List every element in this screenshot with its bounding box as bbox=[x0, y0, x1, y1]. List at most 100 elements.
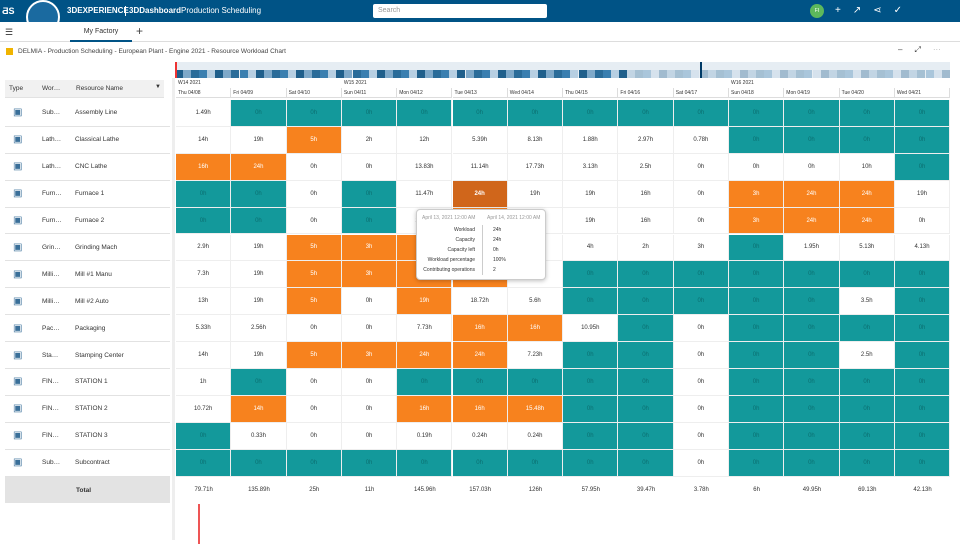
workload-cell[interactable]: 19h bbox=[231, 126, 287, 154]
workload-cell[interactable]: 1.88h bbox=[563, 126, 619, 154]
workload-cell[interactable]: 0h bbox=[729, 395, 785, 423]
workload-cell[interactable]: 0h bbox=[341, 449, 398, 477]
workload-cell[interactable]: 0h bbox=[618, 449, 674, 477]
workload-cell[interactable]: 0h bbox=[452, 449, 508, 477]
workload-cell[interactable]: 4h bbox=[563, 234, 619, 262]
workload-cell[interactable]: 0h bbox=[231, 369, 287, 396]
workload-cell[interactable]: 0h bbox=[231, 207, 287, 235]
workload-cell[interactable]: 0h bbox=[673, 207, 729, 235]
workload-cell[interactable]: 19h bbox=[397, 288, 453, 316]
workload-cell[interactable]: 0h bbox=[673, 395, 729, 423]
workload-cell[interactable]: 24h bbox=[452, 342, 508, 369]
workload-cell[interactable]: 24h bbox=[231, 153, 287, 181]
workload-cell[interactable]: 0h bbox=[286, 180, 342, 208]
workload-cell[interactable]: 19h bbox=[894, 180, 951, 208]
workload-cell[interactable]: 1.49h bbox=[176, 100, 232, 127]
workload-cell[interactable]: 0h bbox=[894, 100, 951, 127]
workload-cell[interactable]: 0h bbox=[673, 369, 729, 396]
workload-cell[interactable]: 24h bbox=[452, 180, 508, 208]
workload-cell[interactable]: 0h bbox=[341, 153, 398, 181]
workload-cell[interactable]: 0h bbox=[784, 449, 840, 477]
workload-cell[interactable]: 0h bbox=[729, 422, 785, 450]
column-header[interactable]: Resource Name bbox=[72, 80, 164, 98]
workload-cell[interactable]: 0h bbox=[286, 449, 342, 477]
workload-cell[interactable]: 8.13h bbox=[507, 126, 564, 154]
workload-cell[interactable]: 0h bbox=[894, 207, 951, 235]
workload-cell[interactable]: 0h bbox=[729, 234, 785, 262]
workload-cell[interactable]: 0h bbox=[176, 449, 232, 477]
workload-cell[interactable]: 0h bbox=[618, 315, 674, 343]
workload-cell[interactable]: 2.97h bbox=[618, 126, 674, 154]
workload-cell[interactable]: 0h bbox=[341, 180, 398, 208]
workload-cell[interactable]: 2.5h bbox=[839, 342, 895, 369]
workload-cell[interactable]: 10h bbox=[839, 153, 895, 181]
workload-cell[interactable]: 0h bbox=[784, 153, 840, 181]
workload-cell[interactable]: 0h bbox=[231, 449, 287, 477]
workload-cell[interactable]: 3h bbox=[341, 234, 398, 262]
workload-cell[interactable]: 10.72h bbox=[176, 395, 232, 423]
workload-cell[interactable]: 0h bbox=[231, 180, 287, 208]
workload-cell[interactable]: 0h bbox=[563, 342, 619, 369]
workload-cell[interactable]: 5h bbox=[286, 342, 342, 369]
workload-cell[interactable]: 0h bbox=[176, 180, 232, 208]
workload-cell[interactable]: 0h bbox=[894, 315, 951, 343]
workload-cell[interactable]: 2.5h bbox=[618, 153, 674, 181]
timeline-overview[interactable] bbox=[175, 62, 950, 78]
workload-cell[interactable]: 0h bbox=[894, 422, 951, 450]
workload-cell[interactable]: 0h bbox=[673, 261, 729, 289]
workload-cell[interactable]: 0h bbox=[286, 369, 342, 396]
workload-cell[interactable]: 2h bbox=[618, 234, 674, 262]
workload-cell[interactable]: 0h bbox=[452, 369, 508, 396]
workload-cell[interactable]: 0h bbox=[618, 369, 674, 396]
search-box[interactable]: Search bbox=[373, 4, 547, 18]
workload-cell[interactable]: 0h bbox=[729, 315, 785, 343]
workload-cell[interactable]: 5h bbox=[286, 126, 342, 154]
column-header[interactable]: Wor… bbox=[38, 80, 72, 98]
workload-cell[interactable]: 24h bbox=[784, 207, 840, 235]
workload-cell[interactable]: 19h bbox=[231, 342, 287, 369]
workload-cell[interactable]: 5.6h bbox=[507, 288, 564, 316]
workload-cell[interactable]: 7.23h bbox=[507, 342, 564, 369]
workload-cell[interactable]: 16h bbox=[397, 395, 453, 423]
workload-cell[interactable]: 0h bbox=[341, 100, 398, 127]
workload-cell[interactable]: 2.56h bbox=[231, 315, 287, 343]
workload-cell[interactable]: 0h bbox=[176, 207, 232, 235]
workload-cell[interactable]: 0h bbox=[507, 369, 564, 396]
workload-cell[interactable]: 5.39h bbox=[452, 126, 508, 154]
workload-cell[interactable]: 0h bbox=[839, 395, 895, 423]
workload-cell[interactable]: 0h bbox=[286, 395, 342, 423]
workload-cell[interactable]: 0h bbox=[341, 207, 398, 235]
workload-cell[interactable]: 0h bbox=[784, 342, 840, 369]
workload-cell[interactable]: 0h bbox=[729, 342, 785, 369]
workload-cell[interactable]: 24h bbox=[397, 342, 453, 369]
workload-cell[interactable]: 0h bbox=[784, 315, 840, 343]
workload-cell[interactable]: 5.33h bbox=[176, 315, 232, 343]
workload-cell[interactable]: 2h bbox=[341, 126, 398, 154]
workload-cell[interactable]: 0h bbox=[286, 153, 342, 181]
workload-cell[interactable]: 11.47h bbox=[397, 180, 453, 208]
workload-cell[interactable]: 0h bbox=[784, 369, 840, 396]
workload-cell[interactable]: 0h bbox=[729, 100, 785, 127]
workload-cell[interactable]: 0h bbox=[341, 315, 398, 343]
workload-cell[interactable]: 0h bbox=[618, 342, 674, 369]
widget-controls[interactable]: –⤢⋯ bbox=[898, 45, 953, 54]
workload-cell[interactable]: 19h bbox=[563, 180, 619, 208]
workload-cell[interactable]: 0h bbox=[894, 288, 951, 316]
workload-cell[interactable]: 16h bbox=[176, 153, 232, 181]
workload-cell[interactable]: 0h bbox=[729, 261, 785, 289]
workload-cell[interactable]: 3h bbox=[729, 180, 785, 208]
workload-cell[interactable]: 0h bbox=[673, 180, 729, 208]
column-header[interactable]: Type bbox=[5, 80, 38, 98]
workload-cell[interactable]: 0h bbox=[784, 126, 840, 154]
workload-cell[interactable]: 2.9h bbox=[176, 234, 232, 262]
workload-cell[interactable]: 0h bbox=[839, 422, 895, 450]
workload-cell[interactable]: 12h bbox=[397, 126, 453, 154]
workload-cell[interactable]: 0h bbox=[618, 422, 674, 450]
workload-cell[interactable]: 16h bbox=[452, 315, 508, 343]
workload-cell[interactable]: 0h bbox=[784, 100, 840, 127]
workload-cell[interactable]: 16h bbox=[618, 207, 674, 235]
workload-cell[interactable]: 0h bbox=[673, 422, 729, 450]
workload-cell[interactable]: 5h bbox=[286, 288, 342, 316]
sort-icon[interactable]: ▼ bbox=[155, 84, 161, 90]
workload-cell[interactable]: 24h bbox=[784, 180, 840, 208]
